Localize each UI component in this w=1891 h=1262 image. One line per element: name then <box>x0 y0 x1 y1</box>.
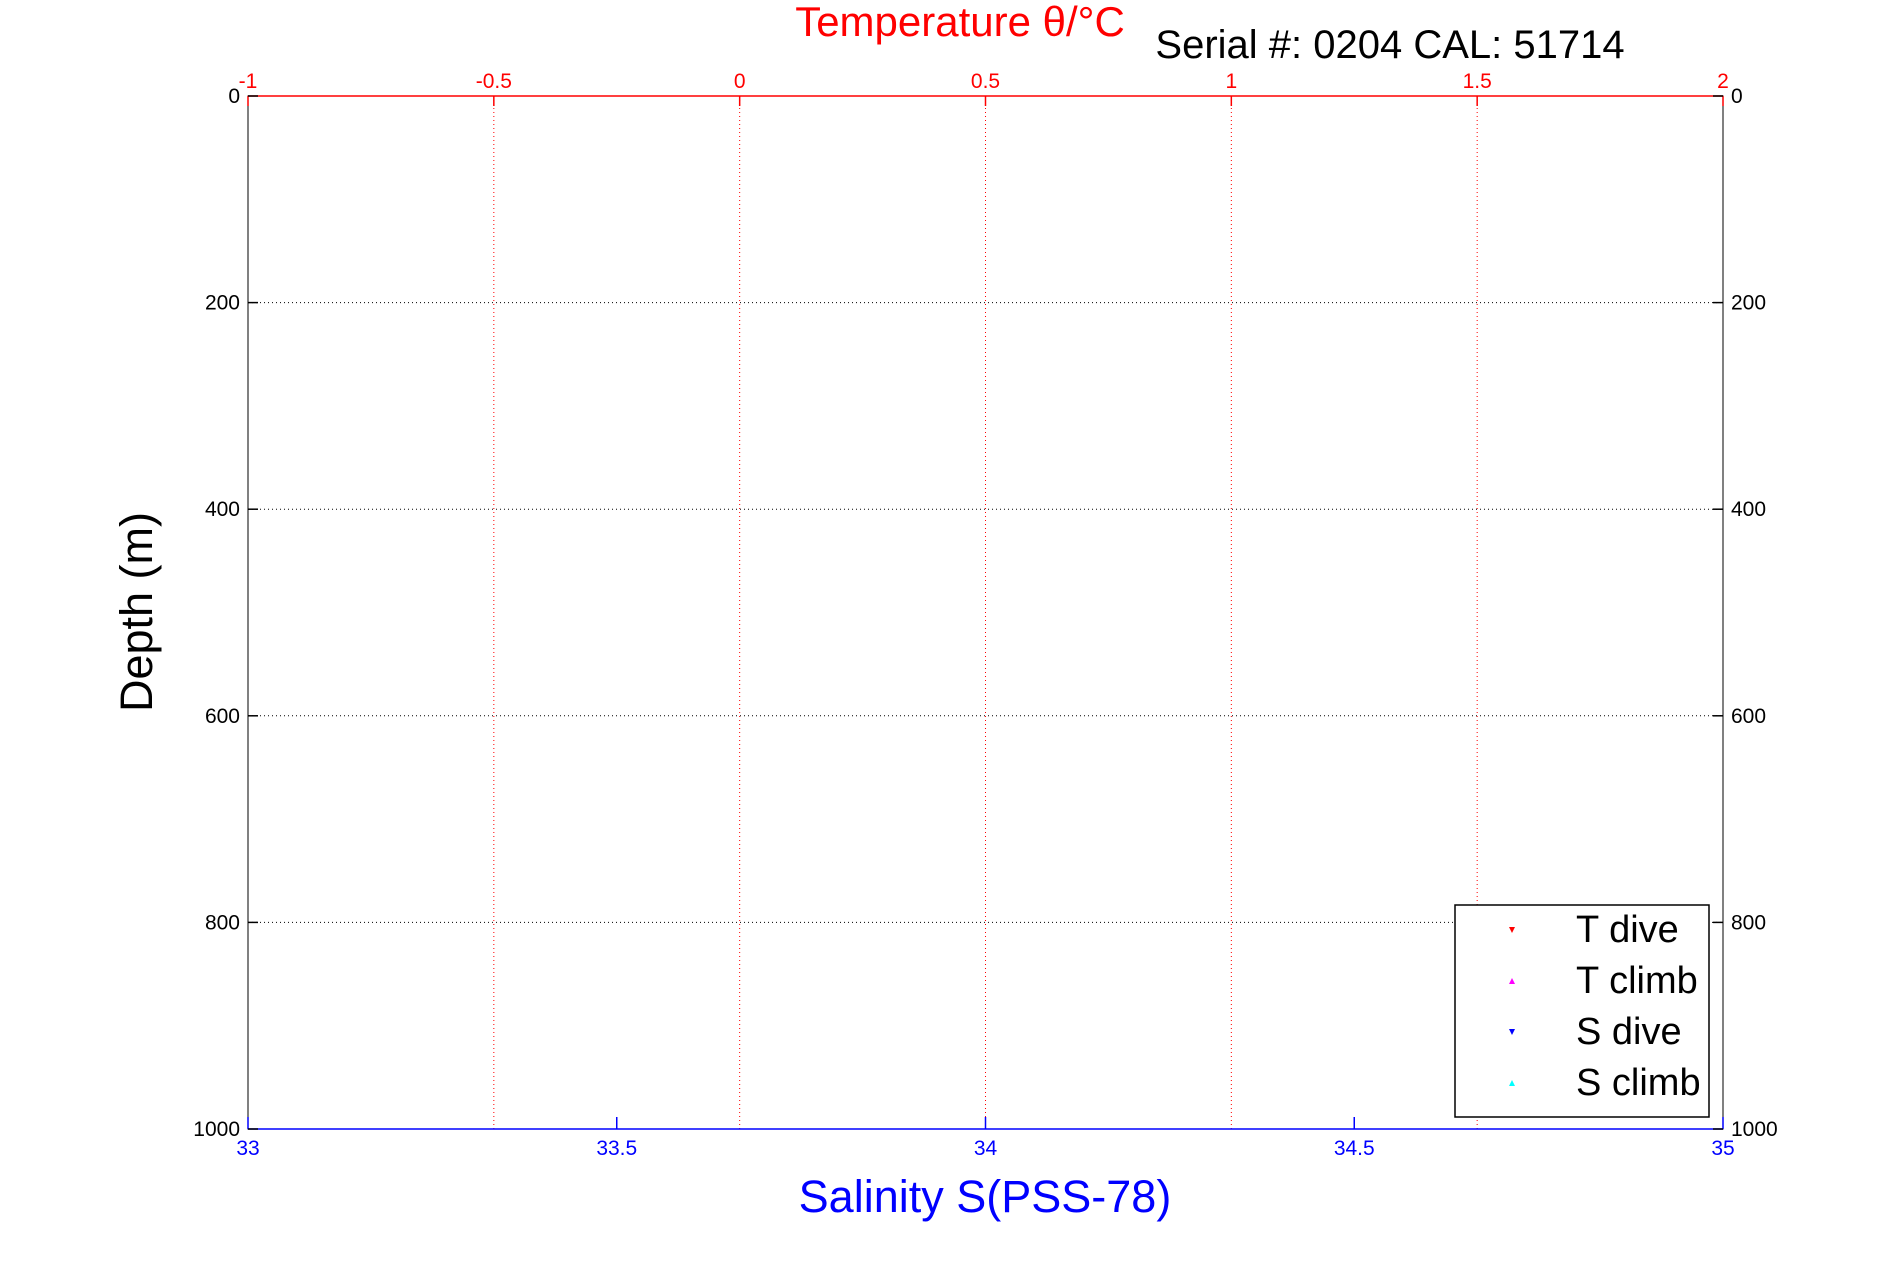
salinity-tick-label: 34.5 <box>1334 1137 1375 1160</box>
chart-title: Temperature θ/°C <box>795 0 1125 45</box>
legend-label: T climb <box>1576 960 1698 1002</box>
legend: T dive T climb S dive S climb <box>1454 904 1710 1118</box>
salinity-tick-label: 33 <box>236 1137 259 1160</box>
depth-tick-label-left: 1000 <box>193 1118 240 1141</box>
serial-cal-label: Serial #: 0204 CAL: 51714 <box>1155 23 1624 67</box>
salinity-tick-label: 35 <box>1711 1137 1734 1160</box>
depth-tick-label-left: 600 <box>205 705 240 728</box>
temperature-tick-label: 0 <box>734 70 746 93</box>
temperature-tick-label: 1.5 <box>1463 70 1492 93</box>
legend-item: T dive <box>1509 909 1679 951</box>
x-axis-label: Salinity S(PSS-78) <box>799 1171 1172 1222</box>
legend-item: S dive <box>1509 1011 1682 1053</box>
y-axis-label: Depth (m) <box>111 512 162 712</box>
legend-label: S dive <box>1576 1011 1682 1053</box>
salinity-tick-label: 34 <box>974 1137 998 1160</box>
legend-marker <box>1509 978 1515 984</box>
temperature-tick-label: -0.5 <box>476 70 512 93</box>
data-series <box>1005 0 1625 99</box>
legend-marker <box>1509 1080 1515 1086</box>
depth-tick-label-right: 1000 <box>1731 1118 1778 1141</box>
depth-tick-label-left: 800 <box>205 911 240 934</box>
depth-tick-label-left: 0 <box>228 85 240 108</box>
temperature-tick-label: 0.5 <box>971 70 1000 93</box>
legend-marker <box>1509 1029 1515 1035</box>
series-markers <box>1622 0 1625 94</box>
temperature-tick-label: 1 <box>1225 70 1237 93</box>
depth-tick-label-right: 0 <box>1731 85 1743 108</box>
axis-ticks: -1 -0.5 0 0.5 1 1.5 2 33 33.5 34 34.5 35 0 0 200 200 400… <box>193 70 1777 1160</box>
legend-box <box>1454 904 1710 1118</box>
legend-marker <box>1509 927 1515 933</box>
depth-tick-label-right: 400 <box>1731 498 1766 521</box>
temperature-tick-label: -1 <box>239 70 258 93</box>
temperature-tick-label: 2 <box>1717 70 1729 93</box>
depth-tick-label-right: 600 <box>1731 705 1766 728</box>
legend-items: T dive T climb S dive S climb <box>1509 909 1701 1104</box>
depth-tick-label-right: 800 <box>1731 911 1766 934</box>
legend-label: T dive <box>1576 909 1679 951</box>
depth-tick-label-left: 400 <box>205 498 240 521</box>
legend-label: S climb <box>1576 1062 1701 1104</box>
depth-tick-label-left: 200 <box>205 292 240 315</box>
legend-item: T climb <box>1509 960 1698 1002</box>
salinity-tick-label: 33.5 <box>596 1137 637 1160</box>
legend-item: S climb <box>1509 1062 1701 1104</box>
depth-tick-label-right: 200 <box>1731 292 1766 315</box>
series-t-dive <box>1622 0 1625 94</box>
